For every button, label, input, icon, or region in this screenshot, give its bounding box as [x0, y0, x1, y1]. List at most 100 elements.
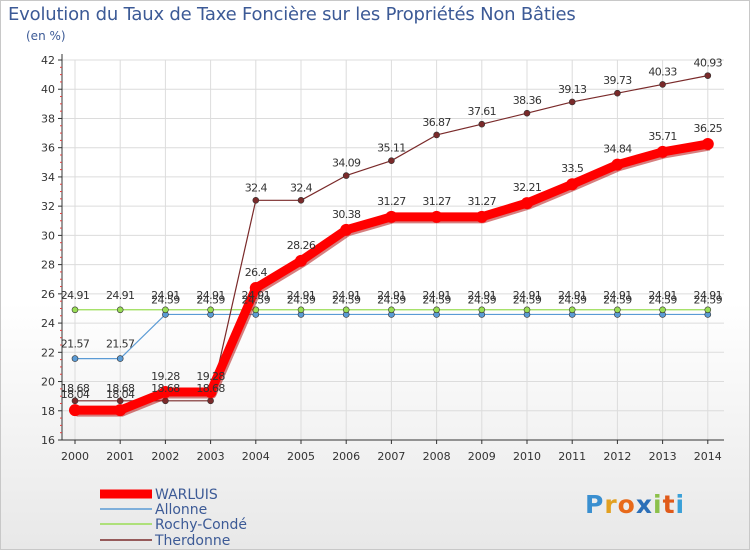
data-label: 31.27: [468, 195, 497, 208]
data-label: 24.91: [332, 289, 361, 302]
data-label: 26.4: [245, 266, 268, 279]
data-label: 24.59: [468, 293, 497, 306]
x-tick-label: 2011: [558, 450, 586, 463]
x-tick-label: 2014: [694, 450, 722, 463]
series-rochy-cond-: [71, 306, 712, 314]
data-label: 38.36: [513, 94, 542, 107]
data-point: [568, 98, 576, 106]
legend-label: Rochy-Condé: [155, 517, 247, 533]
data-label: 24.59: [648, 293, 677, 306]
y-tick-label: 26: [41, 288, 55, 301]
data-point: [385, 210, 398, 223]
data-point: [71, 355, 79, 362]
data-label: 36.25: [694, 122, 723, 135]
data-point: [478, 120, 486, 128]
data-label: 37.61: [468, 105, 497, 118]
x-tick-label: 2010: [513, 450, 541, 463]
data-label: 31.27: [422, 195, 451, 208]
x-tick-label: 2009: [468, 450, 496, 463]
data-point: [295, 254, 307, 267]
x-tick-label: 2012: [603, 450, 631, 463]
data-label: 24.91: [377, 289, 406, 302]
data-point: [614, 306, 621, 314]
data-label: 24.59: [513, 293, 542, 306]
data-label: 36.87: [422, 116, 451, 129]
data-label: 18.68: [106, 382, 135, 395]
data-point: [704, 306, 712, 314]
data-label: 40.33: [648, 65, 677, 78]
chart-title: Evolution du Taux de Taxe Foncière sur l…: [8, 4, 576, 25]
data-label: 32.4: [290, 181, 313, 194]
data-label: 31.27: [377, 195, 406, 208]
data-point: [340, 223, 353, 236]
data-point: [659, 306, 666, 314]
y-tick-label: 30: [41, 229, 55, 242]
x-tick-label: 2002: [151, 450, 179, 463]
data-point: [611, 158, 624, 171]
data-label: 24.91: [648, 289, 677, 302]
data-point: [566, 178, 579, 191]
data-point: [162, 306, 169, 314]
data-point: [297, 306, 305, 314]
y-tick-label: 42: [41, 54, 55, 67]
data-point: [342, 172, 350, 179]
data-label: 24.59: [558, 293, 587, 306]
data-label: 24.91: [513, 289, 542, 302]
x-tick-label: 2006: [332, 450, 360, 463]
data-label: 24.59: [242, 293, 271, 306]
data-label: 24.91: [603, 289, 632, 302]
data-label: 18.68: [61, 382, 90, 395]
data-label: 24.59: [196, 293, 225, 306]
data-label: 24.91: [468, 289, 497, 302]
x-tick-label: 2008: [423, 450, 451, 463]
data-label: 39.13: [558, 83, 587, 96]
data-label: 24.91: [287, 289, 316, 302]
y-tick-label: 38: [41, 112, 55, 125]
x-tick-label: 2004: [242, 450, 270, 463]
legend-label: Therdonne: [154, 533, 230, 549]
data-label: 39.73: [603, 74, 632, 87]
data-label: 19.28: [151, 370, 180, 383]
data-label: 24.59: [332, 293, 361, 306]
data-label: 24.59: [603, 293, 632, 306]
data-point: [159, 386, 172, 399]
data-point: [568, 306, 576, 314]
data-point: [71, 306, 79, 314]
data-point: [116, 355, 124, 362]
data-point: [701, 138, 714, 151]
data-point: [475, 210, 488, 223]
data-label: 18.04: [106, 388, 135, 401]
data-point: [388, 157, 395, 164]
y-tick-label: 24: [41, 317, 55, 330]
data-point: [297, 197, 305, 204]
data-label: 24.59: [694, 293, 723, 306]
data-label: 24.91: [422, 289, 451, 302]
data-label: 18.68: [151, 382, 180, 395]
data-point: [614, 89, 621, 97]
data-label: 24.59: [151, 293, 180, 306]
data-label: 24.91: [242, 289, 271, 302]
x-tick-label: 2003: [197, 450, 225, 463]
data-label: 35.11: [377, 142, 406, 155]
data-point: [433, 306, 440, 314]
data-point: [342, 306, 350, 314]
data-label: 35.71: [648, 130, 677, 143]
data-label: 21.57: [61, 338, 90, 351]
data-point: [207, 306, 214, 314]
x-tick-label: 2007: [377, 450, 405, 463]
series-warluis: [69, 138, 714, 417]
data-label: 24.91: [106, 289, 135, 302]
data-label: 24.91: [61, 289, 90, 302]
data-point: [430, 210, 443, 223]
y-tick-label: 16: [41, 434, 55, 447]
data-label: 34.84: [603, 143, 632, 156]
data-label: 24.59: [377, 293, 406, 306]
y-tick-label: 32: [41, 200, 55, 213]
data-point: [659, 81, 666, 88]
data-label: 28.26: [287, 239, 316, 252]
data-point: [207, 397, 214, 405]
x-tick-label: 2005: [287, 450, 315, 463]
data-label: 24.59: [287, 293, 316, 306]
